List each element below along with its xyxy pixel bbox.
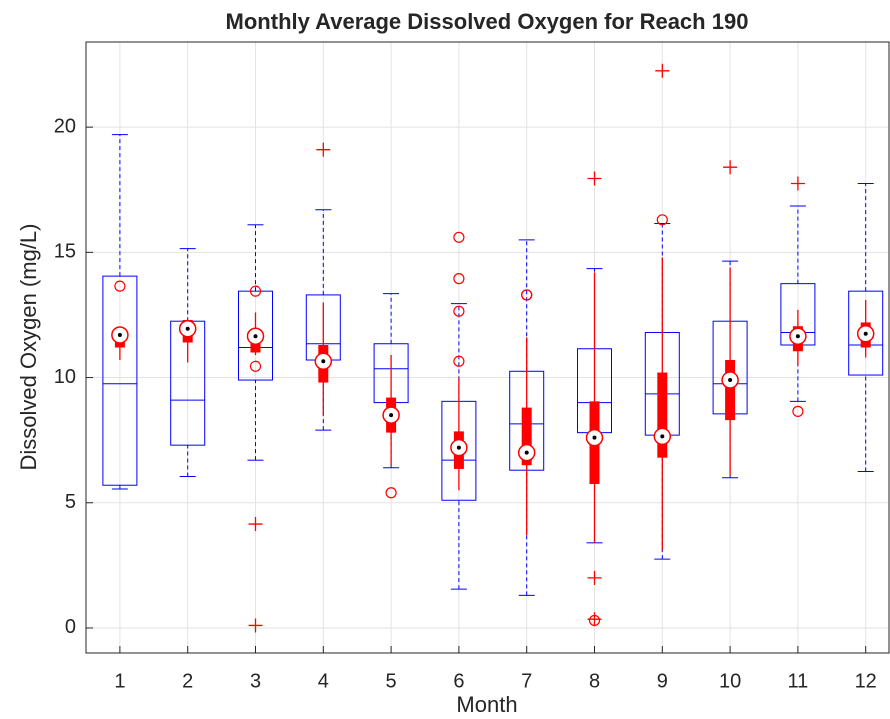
median-dot xyxy=(321,359,326,364)
median-dot xyxy=(253,334,258,339)
box xyxy=(725,360,736,421)
y-axis-label: Dissolved Oxygen (mg/L) xyxy=(16,224,41,471)
outlier xyxy=(587,570,602,585)
outlier xyxy=(114,280,126,292)
outlier xyxy=(453,231,465,243)
outlier xyxy=(655,63,670,78)
median-dot xyxy=(456,445,461,450)
y-tick-label: 0 xyxy=(65,616,76,638)
x-tick-label: 5 xyxy=(386,670,397,692)
outlier xyxy=(248,517,263,532)
x-tick-label: 1 xyxy=(114,670,125,692)
outlier xyxy=(587,171,602,186)
chart-title: Monthly Average Dissolved Oxygen for Rea… xyxy=(226,9,749,34)
axes-box xyxy=(85,41,890,654)
x-tick-label: 6 xyxy=(453,670,464,692)
x-tick-label: 4 xyxy=(318,670,329,692)
x-tick-label: 8 xyxy=(589,670,600,692)
median-dot xyxy=(795,334,800,339)
box xyxy=(848,290,884,376)
median-dot xyxy=(117,332,122,337)
outlier xyxy=(316,142,331,157)
x-tick-label: 12 xyxy=(855,670,877,692)
x-tick-label: 10 xyxy=(719,670,741,692)
outlier xyxy=(249,285,262,297)
outlier xyxy=(453,305,465,317)
outlier xyxy=(790,176,805,191)
y-tick-label: 5 xyxy=(65,491,76,513)
median-dot xyxy=(524,450,529,455)
median-dot xyxy=(389,413,394,418)
median-dot xyxy=(660,434,665,439)
outlier xyxy=(248,618,263,633)
box xyxy=(521,407,532,466)
outlier xyxy=(249,360,262,372)
x-tick-label: 7 xyxy=(521,670,532,692)
outlier xyxy=(453,273,465,285)
x-tick-label: 9 xyxy=(657,670,668,692)
outlier xyxy=(656,214,668,226)
outlier xyxy=(723,160,738,175)
box xyxy=(238,290,273,381)
outlier xyxy=(588,614,601,627)
outlier xyxy=(385,487,397,499)
outlier xyxy=(792,405,804,417)
x-tick-label: 3 xyxy=(250,670,261,692)
median-dot xyxy=(728,378,733,383)
box xyxy=(102,275,138,486)
box xyxy=(657,372,668,458)
median-dot xyxy=(185,326,190,331)
y-tick-label: 10 xyxy=(54,366,76,388)
y-tick-label: 15 xyxy=(54,241,76,263)
median-dot xyxy=(592,435,597,440)
x-tick-label: 11 xyxy=(788,670,809,692)
x-axis-label: Month xyxy=(456,692,517,717)
outlier xyxy=(453,355,465,367)
x-tick-label: 2 xyxy=(182,670,193,692)
median-dot xyxy=(863,331,868,336)
y-tick-label: 20 xyxy=(54,115,76,137)
outlier xyxy=(521,289,533,301)
